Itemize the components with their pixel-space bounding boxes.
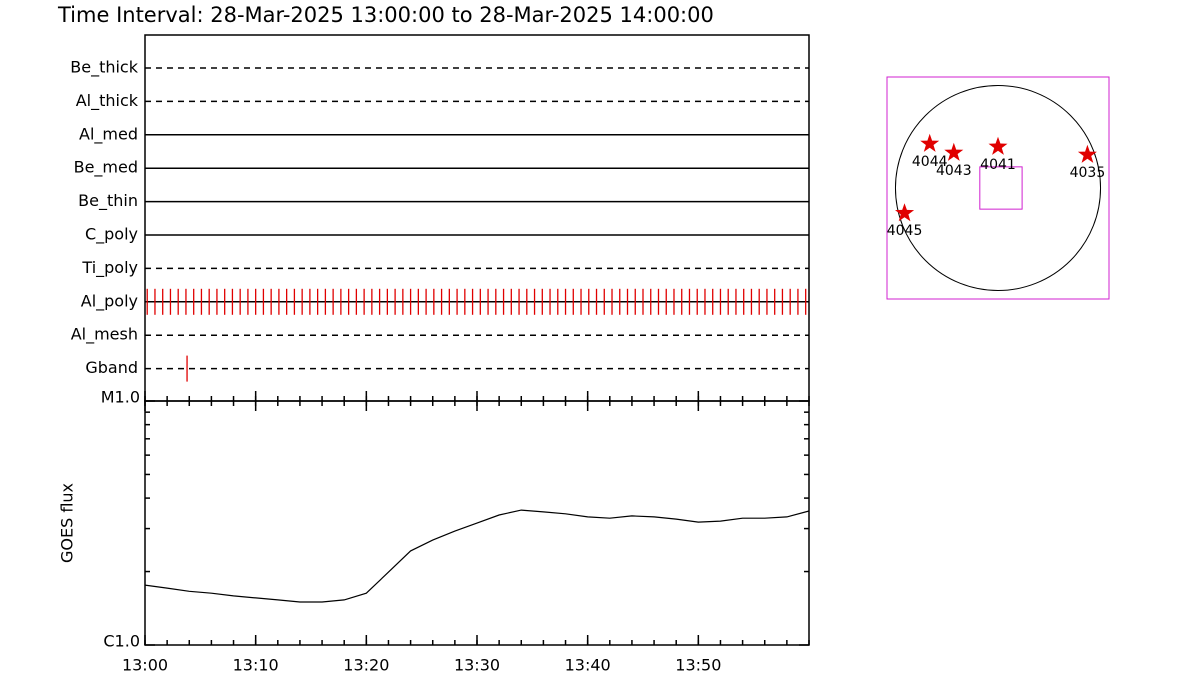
row-label: Ti_poly xyxy=(81,258,138,278)
solar-limb xyxy=(894,84,1102,292)
row-label: Al_med xyxy=(79,124,138,144)
row-label: Al_thick xyxy=(76,91,139,111)
region-label: 4035 xyxy=(1070,165,1106,181)
row-label: C_poly xyxy=(85,225,138,245)
y-axis-label: GOES flux xyxy=(58,483,77,563)
row-label: Be_thin xyxy=(78,191,138,211)
goes-curve xyxy=(144,509,810,603)
x-tick-label: 13:30 xyxy=(454,656,500,675)
active-region xyxy=(944,142,964,161)
row-label: Be_thick xyxy=(70,58,138,78)
x-tick-label: 13:40 xyxy=(565,656,611,675)
field-of-view xyxy=(979,166,1023,210)
active-region xyxy=(1077,144,1097,163)
region-label: 4045 xyxy=(887,223,923,239)
active-region xyxy=(920,133,940,152)
x-tick-label: 13:10 xyxy=(233,656,279,675)
row-label: Al_poly xyxy=(81,291,138,311)
chart-title: Time Interval: 28-Mar-2025 13:00:00 to 2… xyxy=(57,3,714,27)
x-tick-label: 13:50 xyxy=(675,656,721,675)
x-tick-label: 13:00 xyxy=(122,656,168,675)
row-label: Al_mesh xyxy=(71,325,138,345)
panel-frame xyxy=(144,34,810,402)
row-label: Gband xyxy=(85,358,138,377)
map-frame xyxy=(886,76,1110,300)
y-tick-label: C1.0 xyxy=(103,632,140,651)
region-label: 4044 xyxy=(912,154,948,170)
active-region xyxy=(895,203,915,222)
active-region xyxy=(988,136,1008,155)
row-label: Be_med xyxy=(74,158,138,178)
region-label: 4043 xyxy=(936,163,972,179)
region-label: 4041 xyxy=(980,157,1016,173)
y-tick-label: M1.0 xyxy=(101,388,140,407)
x-tick-label: 13:20 xyxy=(343,656,389,675)
